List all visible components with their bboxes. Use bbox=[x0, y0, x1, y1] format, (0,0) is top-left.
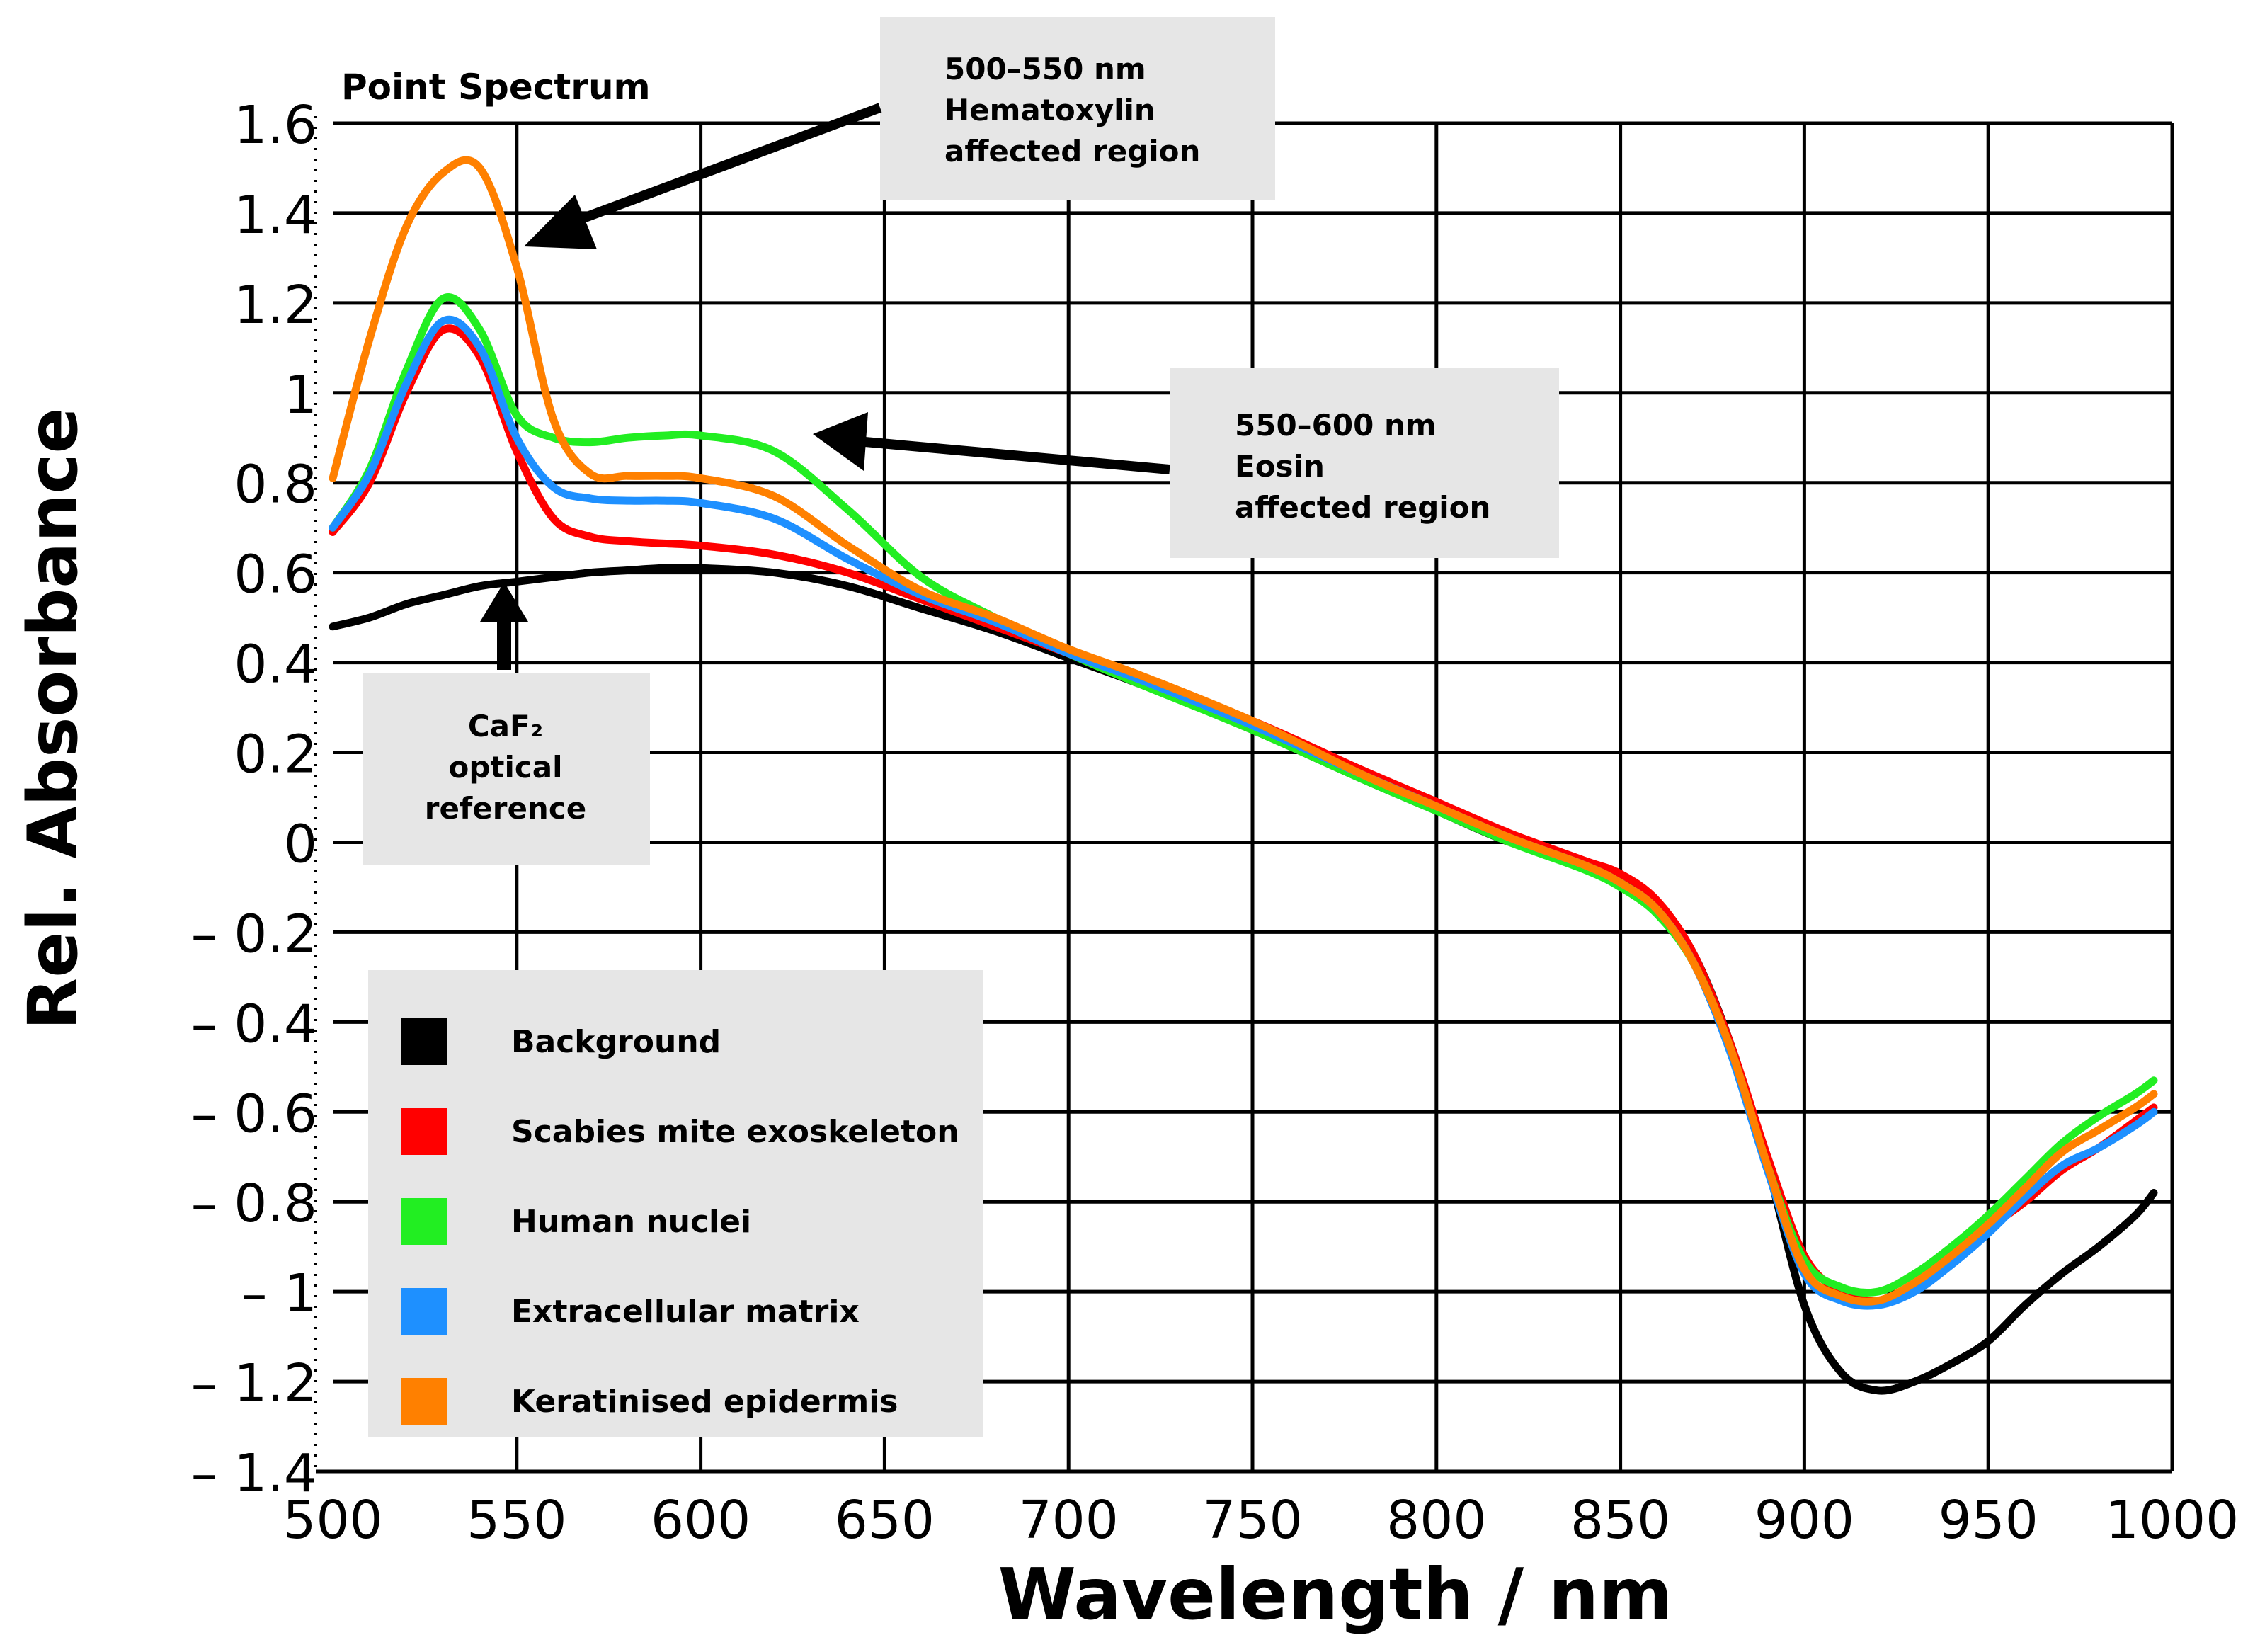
y-tick-label: – 1.2 bbox=[191, 1353, 317, 1414]
annotation-arrow-shaft bbox=[864, 437, 1170, 474]
y-tick-label: – 1.4 bbox=[191, 1443, 317, 1504]
annotation-line: affected region bbox=[944, 134, 1200, 169]
y-tick-label: – 0.2 bbox=[191, 904, 317, 964]
annotation-caf2: CaF₂ optical reference bbox=[363, 582, 650, 865]
x-axis-ticks: 500 550 600 650 700 750 800 850 900 950 1000 bbox=[282, 1490, 2239, 1551]
y-axis-ticks: 1.6 1.4 1.2 1 0.8 0.6 0.4 0.2 0 – 0.2 – 0.4 – 0.6 – … bbox=[191, 95, 317, 1504]
x-tick-label: 1000 bbox=[2106, 1490, 2239, 1551]
annotation-line: affected region bbox=[1235, 490, 1490, 525]
x-tick-label: 650 bbox=[835, 1490, 935, 1551]
legend-box bbox=[368, 970, 983, 1437]
annotation-line: Hematoxylin bbox=[944, 93, 1155, 127]
chart-title: Point Spectrum bbox=[341, 67, 651, 108]
annotation-arrowhead bbox=[524, 195, 597, 249]
x-tick-label: 550 bbox=[467, 1490, 566, 1551]
legend-swatch bbox=[401, 1378, 447, 1425]
y-tick-label: – 0.4 bbox=[191, 993, 317, 1054]
legend-label: Extracellular matrix bbox=[511, 1294, 860, 1330]
annotation-box bbox=[880, 17, 1275, 200]
x-tick-label: 700 bbox=[1019, 1490, 1119, 1551]
x-tick-label: 850 bbox=[1570, 1490, 1670, 1551]
y-tick-label: 0.6 bbox=[234, 545, 317, 605]
legend-label: Keratinised epidermis bbox=[511, 1384, 898, 1420]
annotation-line: 550–600 nm bbox=[1235, 408, 1437, 443]
annotation-hematoxylin: 500–550 nm Hematoxylin affected region bbox=[524, 17, 1275, 249]
legend-swatch bbox=[401, 1018, 447, 1065]
x-tick-label: 900 bbox=[1754, 1490, 1854, 1551]
annotation-line: reference bbox=[425, 791, 586, 826]
y-tick-label: 1.4 bbox=[234, 185, 317, 246]
x-tick-label: 950 bbox=[1939, 1490, 2038, 1551]
y-tick-label: 1 bbox=[284, 365, 317, 426]
annotation-line: CaF₂ bbox=[468, 709, 543, 744]
x-tick-label: 750 bbox=[1202, 1490, 1302, 1551]
legend-swatch bbox=[401, 1288, 447, 1335]
annotation-box bbox=[363, 673, 650, 865]
annotation-arrowhead bbox=[813, 412, 868, 471]
annotation-box bbox=[1170, 368, 1559, 558]
annotation-arrow-shaft bbox=[568, 103, 882, 228]
y-tick-label: 1.6 bbox=[234, 95, 317, 156]
y-tick-label: 1.2 bbox=[234, 275, 317, 336]
y-tick-label: – 0.8 bbox=[191, 1173, 317, 1234]
series-line-human-nuclei bbox=[329, 293, 2158, 1297]
legend-label: Human nuclei bbox=[511, 1204, 751, 1240]
y-tick-label: 0 bbox=[284, 814, 317, 875]
x-tick-label: 600 bbox=[651, 1490, 751, 1551]
y-axis-label: Rel. Absorbance bbox=[13, 407, 93, 1030]
annotation-eosin: 550–600 nm Eosin affected region bbox=[813, 368, 1559, 558]
x-tick-label: 500 bbox=[282, 1490, 382, 1551]
y-tick-label: – 0.6 bbox=[191, 1083, 317, 1144]
legend-swatch bbox=[401, 1198, 447, 1245]
x-axis-label: Wavelength / nm bbox=[998, 1553, 1673, 1636]
y-tick-label: – 1 bbox=[241, 1263, 317, 1324]
x-tick-label: 800 bbox=[1386, 1490, 1486, 1551]
legend-swatch bbox=[401, 1108, 447, 1155]
y-tick-label: 0.2 bbox=[234, 724, 317, 785]
annotation-arrowhead bbox=[480, 582, 528, 622]
legend-label: Scabies mite exoskeleton bbox=[511, 1114, 959, 1150]
y-tick-label: 0.4 bbox=[234, 634, 317, 695]
legend: Background Scabies mite exoskeleton Human … bbox=[368, 970, 983, 1437]
legend-label: Background bbox=[511, 1024, 721, 1060]
annotation-line: Eosin bbox=[1235, 449, 1325, 484]
annotation-line: 500–550 nm bbox=[944, 52, 1146, 86]
series-lines bbox=[329, 156, 2158, 1395]
y-tick-label: 0.8 bbox=[234, 455, 317, 515]
annotation-line: optical bbox=[448, 750, 562, 785]
series-line-keratinised-epidermis bbox=[329, 156, 2158, 1306]
